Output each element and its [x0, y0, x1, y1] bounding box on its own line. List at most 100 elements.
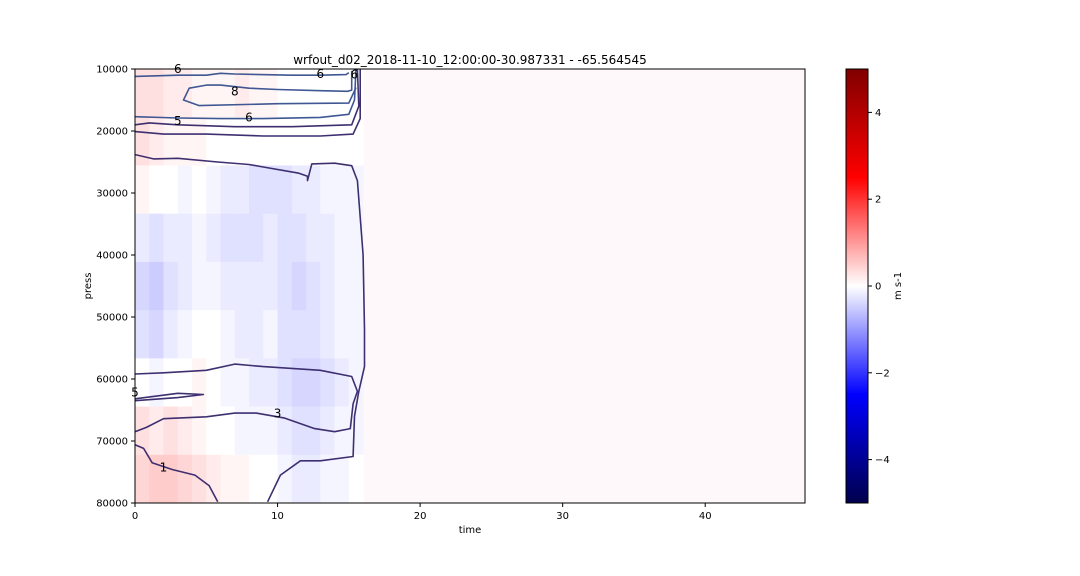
heatmap-cell — [149, 261, 165, 311]
colorbar-tick-label: 0 — [875, 282, 881, 293]
heatmap-cell — [234, 406, 250, 456]
heatmap-cell — [135, 454, 150, 503]
contour-line-c5-loop — [135, 392, 205, 402]
heatmap-cell — [206, 213, 222, 263]
contour-line-c3-main — [135, 153, 366, 503]
x-axis-label: time — [459, 525, 482, 536]
y-tick-label: 50000 — [96, 313, 128, 324]
colorbar-gradient — [846, 69, 868, 503]
contour-line-c6-mid — [135, 69, 357, 120]
heatmap-cell — [306, 358, 321, 408]
heatmap-cell — [291, 406, 307, 456]
heatmap-cell — [177, 310, 193, 359]
y-tick-label: 20000 — [96, 127, 128, 138]
contour-label: 6 — [351, 68, 359, 82]
heatmap-cell — [277, 117, 293, 167]
heatmap-cell — [334, 454, 350, 503]
heatmap-cell — [249, 213, 264, 263]
colorbar-tick-label: −4 — [875, 455, 890, 466]
heatmap-cell — [206, 165, 222, 215]
heatmap-cell — [334, 358, 350, 408]
contour-line-c4 — [135, 69, 361, 137]
heatmap-cell — [334, 69, 350, 118]
heatmap-cell — [163, 117, 179, 167]
heatmap-cell — [177, 213, 193, 263]
heatmap-cell — [320, 310, 336, 359]
chart-title: wrfout_d02_2018-11-10_12:00:00-30.987331… — [293, 53, 647, 67]
y-tick-label: 60000 — [96, 375, 128, 386]
heatmap-cell — [220, 213, 236, 263]
heatmap-cell — [291, 165, 307, 215]
heatmap-cell — [135, 310, 150, 359]
heatmap-cell — [249, 310, 264, 359]
heatmap-cell — [249, 117, 264, 167]
heatmap-cell — [177, 261, 193, 311]
contour-label: 6 — [245, 110, 253, 124]
contour-label: 1 — [160, 461, 168, 475]
heatmap-cell — [206, 261, 222, 311]
heatmap-cell — [234, 310, 250, 359]
contour-line-c1 — [135, 443, 219, 503]
plot-frame — [134, 68, 806, 504]
heatmap-cell — [135, 261, 150, 311]
x-tick-label: 20 — [414, 511, 427, 522]
heatmap-cell — [149, 117, 165, 167]
heatmap-cell — [320, 117, 336, 167]
colorbar-tick-label: 4 — [875, 108, 881, 119]
heatmap-cell — [234, 454, 250, 503]
heatmap-cell — [220, 454, 236, 503]
heatmap-cell — [149, 165, 165, 215]
heatmap-cell — [220, 310, 236, 359]
heatmap-cell — [192, 117, 207, 167]
heatmap-cell — [291, 310, 307, 359]
heatmap-cell — [234, 261, 250, 311]
heatmap-cell — [177, 117, 193, 167]
heatmap-cell — [177, 406, 193, 456]
heatmap-cell — [277, 213, 293, 263]
heatmap-cell — [348, 165, 364, 215]
heatmap-cell — [220, 358, 236, 408]
contour-line-c8 — [182, 70, 357, 107]
colorbar: 4 2 0 −2 −4 m s-1 — [845, 68, 904, 504]
heatmap-cell — [320, 165, 336, 215]
colorbar-label: m s-1 — [893, 272, 904, 300]
heatmap-cell — [177, 69, 193, 118]
heatmap-cell — [306, 406, 321, 456]
heatmap-cell — [163, 454, 179, 503]
heatmap-cell — [277, 454, 293, 503]
heatmap-cell — [206, 310, 222, 359]
heatmap-cell — [163, 261, 179, 311]
heatmap-cell — [249, 165, 264, 215]
heatmap-cell — [348, 213, 364, 263]
heatmap-cell — [177, 358, 193, 408]
heatmap-cell — [206, 69, 222, 118]
heatmap-cell — [306, 69, 321, 118]
heatmap-cell — [192, 310, 207, 359]
heatmap-cell — [149, 310, 165, 359]
heatmap-cell — [348, 406, 364, 456]
heatmap-cell — [263, 117, 279, 167]
heatmap-cell — [163, 358, 179, 408]
heatmap-cell — [234, 358, 250, 408]
heatmap-cell — [149, 454, 165, 503]
heatmap-cell — [291, 261, 307, 311]
contour-label: 3 — [274, 407, 282, 421]
contour-lines — [135, 69, 366, 503]
heatmap-cell — [206, 117, 222, 167]
heatmap-cell — [263, 406, 279, 456]
heatmap-cell — [220, 165, 236, 215]
heatmap-cell — [306, 310, 321, 359]
heatmap-cell — [277, 165, 293, 215]
colorbar-tick-label: 2 — [875, 195, 881, 206]
heatmap-cell — [263, 261, 279, 311]
heatmap-cell — [277, 358, 293, 408]
heatmap-cell — [291, 213, 307, 263]
contour-label: 8 — [231, 84, 239, 98]
heatmap-cell — [348, 310, 364, 359]
contour-label: 6 — [316, 67, 324, 81]
heatmap-cell — [135, 117, 150, 167]
y-tick-label: 10000 — [96, 65, 128, 76]
heatmap-cell — [263, 213, 279, 263]
heatmap-cell — [334, 261, 350, 311]
heatmap-cell — [263, 165, 279, 215]
